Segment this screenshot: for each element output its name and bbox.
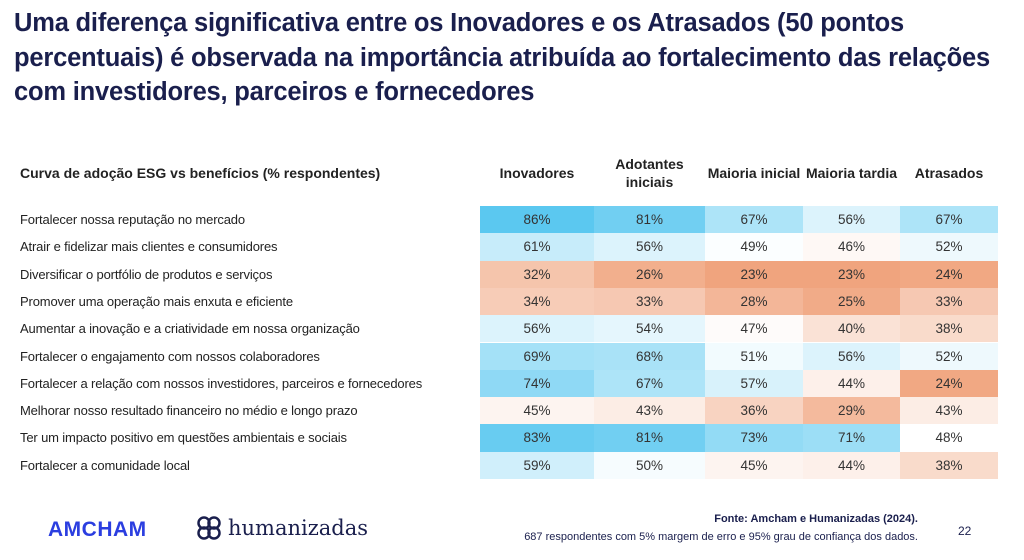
row-label: Fortalecer a relação com nossos investid… <box>20 375 423 391</box>
row-label: Fortalecer nossa reputação no mercado <box>20 212 245 227</box>
heatmap-cell: 86% <box>480 206 594 234</box>
table-title: Curva de adoção ESG vs benefícios (% res… <box>20 165 381 181</box>
row-label: Fortalecer o engajamento com nossos cola… <box>20 348 320 364</box>
column-header: Adotantes iniciais <box>615 156 684 190</box>
heatmap-cell: 28% <box>705 287 803 316</box>
row-label: Atrair e fidelizar mais clientes e consu… <box>20 239 278 255</box>
heatmap-cell: 67% <box>705 206 803 234</box>
heatmap-cell: 34% <box>480 287 594 316</box>
heatmap-cell: 24% <box>900 260 998 288</box>
heatmap-cell: 71% <box>803 424 900 452</box>
heatmap-cell: 61% <box>480 233 594 261</box>
sample-note: 687 respondentes com 5% margem de erro e… <box>524 531 918 543</box>
row-label: Aumentar a inovação e a criatividade em … <box>20 321 360 337</box>
heatmap-cell: 38% <box>900 451 998 479</box>
heatmap-cell: 47% <box>705 315 803 343</box>
heatmap-cell: 59% <box>480 451 594 479</box>
source-text: Fonte: Amcham e Humanizadas (2024). <box>714 513 918 525</box>
row-label: Diversificar o portfólio de produtos e s… <box>20 266 273 282</box>
heatmap-cell: 81% <box>594 424 705 452</box>
heatmap-cell: 49% <box>705 233 803 261</box>
heatmap-cell: 40% <box>803 315 900 343</box>
page-number: 22 <box>958 524 972 538</box>
row-label: Ter um impacto positivo em questões ambi… <box>20 430 347 446</box>
column-header: Atrasados <box>914 165 984 181</box>
heatmap-cell: 52% <box>900 233 998 261</box>
heatmap-cell: 48% <box>900 424 998 452</box>
heatmap-cell: 54% <box>594 315 705 343</box>
heatmap-cell: 33% <box>900 287 998 316</box>
column-header: Inovadores <box>499 165 575 181</box>
row-label: Promover uma operação mais enxuta e efic… <box>20 293 293 309</box>
heatmap-cell: 56% <box>803 342 900 370</box>
heatmap-cell: 33% <box>594 287 705 316</box>
heatmap-cell: 38% <box>900 315 998 343</box>
heatmap-cell: 81% <box>594 206 705 234</box>
heatmap-cell: 24% <box>900 369 998 398</box>
heatmap-cell: 43% <box>594 397 705 425</box>
column-header: Maioria inicial <box>707 165 801 181</box>
heatmap-cell: 52% <box>900 342 998 370</box>
heatmap-cell: 43% <box>900 397 998 425</box>
heatmap-cell: 32% <box>480 260 594 288</box>
heatmap-cell: 74% <box>480 369 594 398</box>
column-header: Maioria tardia <box>805 165 898 181</box>
heatmap-cell: 57% <box>705 369 803 398</box>
heatmap-cell: 23% <box>705 260 803 288</box>
heatmap-cell: 25% <box>803 287 900 316</box>
heatmap-cell: 83% <box>480 424 594 452</box>
heatmap-cell: 56% <box>594 233 705 261</box>
row-label: Fortalecer a comunidade local <box>20 457 190 473</box>
heatmap-cell: 44% <box>803 369 900 398</box>
heatmap-cell: 46% <box>803 233 900 261</box>
heatmap-cell: 68% <box>594 342 705 370</box>
amcham-logo: AMCHAM <box>48 518 147 541</box>
heatmap-cell: 44% <box>803 451 900 479</box>
heatmap-cell: 26% <box>594 260 705 288</box>
heatmap-cell: 36% <box>705 397 803 425</box>
humanizadas-wordmark: humanizadas <box>228 516 369 540</box>
heatmap-cell: 45% <box>480 397 594 425</box>
heatmap-cell: 56% <box>480 315 594 343</box>
humanizadas-knot-icon <box>197 516 221 540</box>
heatmap-cell: 50% <box>594 451 705 479</box>
heatmap-cell: 73% <box>705 424 803 452</box>
heatmap-cell: 69% <box>480 342 594 370</box>
heatmap-cell: 29% <box>803 397 900 425</box>
row-label: Melhorar nosso resultado financeiro no m… <box>20 403 358 419</box>
heatmap-cell: 56% <box>803 206 900 234</box>
heatmap-cell: 23% <box>803 260 900 288</box>
heatmap-cell: 51% <box>705 342 803 370</box>
heatmap-cell: 45% <box>705 451 803 479</box>
page-title: Uma diferença significativa entre os Ino… <box>14 9 990 106</box>
heatmap-cell: 67% <box>900 206 998 234</box>
humanizadas-logo: humanizadas <box>196 515 368 541</box>
heatmap-cell: 67% <box>594 369 705 398</box>
